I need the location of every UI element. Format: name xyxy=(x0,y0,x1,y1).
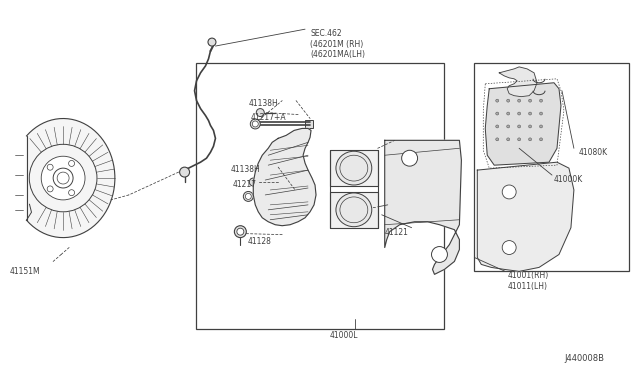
Ellipse shape xyxy=(336,193,372,227)
Circle shape xyxy=(41,156,85,200)
Circle shape xyxy=(252,121,259,127)
Polygon shape xyxy=(499,67,537,97)
Circle shape xyxy=(502,185,516,199)
Circle shape xyxy=(529,112,532,115)
Text: 41121: 41121 xyxy=(385,228,408,237)
Text: 41001(RH)
41011(LH): 41001(RH) 41011(LH) xyxy=(507,271,548,291)
Text: 41000A: 41000A xyxy=(340,205,369,214)
Circle shape xyxy=(540,99,543,102)
Circle shape xyxy=(518,99,520,102)
Bar xyxy=(330,150,378,186)
Circle shape xyxy=(507,112,509,115)
Polygon shape xyxy=(385,140,461,274)
Circle shape xyxy=(529,138,532,141)
Circle shape xyxy=(256,109,264,116)
Circle shape xyxy=(507,99,509,102)
Circle shape xyxy=(29,144,97,212)
Circle shape xyxy=(529,99,532,102)
Circle shape xyxy=(518,125,520,128)
Circle shape xyxy=(180,167,189,177)
Circle shape xyxy=(540,138,543,141)
Text: J440008B: J440008B xyxy=(564,354,604,363)
Circle shape xyxy=(57,172,69,184)
Circle shape xyxy=(540,125,543,128)
Circle shape xyxy=(47,186,53,192)
Ellipse shape xyxy=(336,151,372,185)
Circle shape xyxy=(53,168,73,188)
Circle shape xyxy=(68,190,75,196)
Circle shape xyxy=(507,138,509,141)
Circle shape xyxy=(234,226,246,238)
Circle shape xyxy=(496,125,499,128)
Circle shape xyxy=(245,193,252,199)
Circle shape xyxy=(518,112,520,115)
Circle shape xyxy=(540,112,543,115)
Polygon shape xyxy=(485,83,561,165)
Circle shape xyxy=(208,38,216,46)
Text: 41138H: 41138H xyxy=(230,165,260,174)
Circle shape xyxy=(496,112,499,115)
Text: 41138H: 41138H xyxy=(248,99,278,108)
Text: 41217: 41217 xyxy=(232,180,257,189)
Text: 41080K: 41080K xyxy=(579,148,608,157)
Polygon shape xyxy=(26,119,115,238)
Bar xyxy=(300,192,308,201)
Polygon shape xyxy=(477,162,574,271)
Text: SEC.462
(46201M (RH)
(46201MA(LH): SEC.462 (46201M (RH) (46201MA(LH) xyxy=(310,29,365,59)
Circle shape xyxy=(250,178,257,186)
Circle shape xyxy=(529,125,532,128)
Text: 41128: 41128 xyxy=(247,237,271,246)
Bar xyxy=(196,63,444,329)
Polygon shape xyxy=(253,128,316,226)
Bar xyxy=(305,119,313,128)
Circle shape xyxy=(250,119,260,129)
Text: 41151M: 41151M xyxy=(10,267,40,276)
Text: 41000K: 41000K xyxy=(554,175,583,184)
Bar xyxy=(474,63,628,271)
Text: 41000L: 41000L xyxy=(330,331,358,340)
Circle shape xyxy=(431,247,447,262)
Circle shape xyxy=(402,150,417,166)
Circle shape xyxy=(68,160,75,166)
Text: 41217+A: 41217+A xyxy=(250,113,286,122)
Circle shape xyxy=(243,192,253,201)
Circle shape xyxy=(237,228,244,235)
Circle shape xyxy=(507,125,509,128)
Circle shape xyxy=(47,164,53,170)
Circle shape xyxy=(502,241,516,254)
Circle shape xyxy=(496,138,499,141)
Bar xyxy=(330,192,378,228)
Circle shape xyxy=(518,138,520,141)
Circle shape xyxy=(496,99,499,102)
